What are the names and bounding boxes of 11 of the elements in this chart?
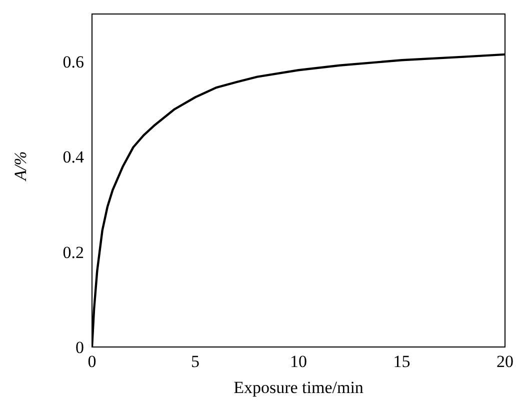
y-tick-label: 0.4 [62, 148, 84, 167]
x-tick-label: 5 [191, 352, 200, 372]
x-tick-label: 10 [290, 352, 307, 372]
x-tick-label: 0 [88, 352, 96, 372]
y-tick-label: 0.2 [62, 242, 84, 262]
x-tick-label: 15 [393, 352, 410, 372]
y-tick-label: 0 [76, 338, 84, 358]
y-axis-title: A/% [11, 151, 30, 182]
x-axis-title: Exposure time/min [234, 378, 364, 397]
y-tick-label: 0.6 [62, 52, 84, 72]
x-tick-label: 20 [496, 352, 514, 372]
